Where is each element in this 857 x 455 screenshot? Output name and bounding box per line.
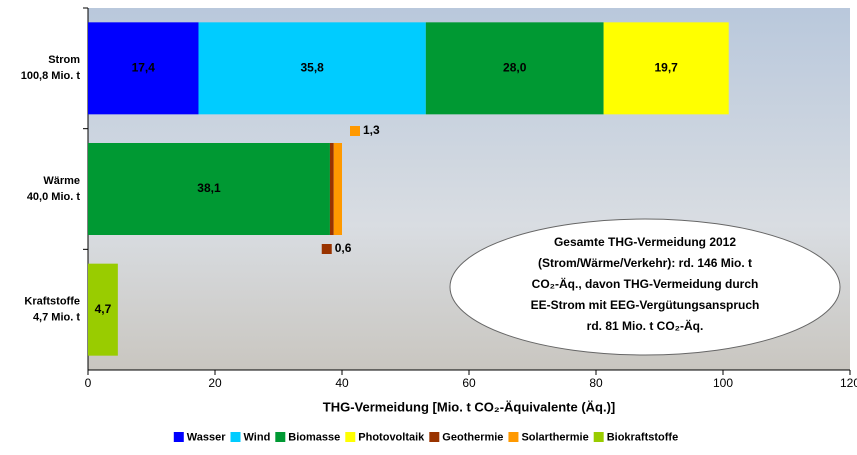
bar-segment [88, 143, 330, 235]
legend-swatch [508, 432, 519, 442]
legend-swatch [593, 432, 604, 442]
legend-label: Wasser [187, 431, 226, 443]
bar-segment [198, 22, 426, 115]
value-label: 4,7 [95, 302, 112, 316]
category-total: 40,0 Mio. t [27, 191, 81, 203]
x-tick-label: 20 [208, 376, 222, 390]
bar-segment [425, 22, 604, 115]
legend-swatch [429, 432, 440, 442]
legend-swatch [275, 432, 286, 442]
value-label: 19,7 [654, 61, 678, 75]
legend-swatch [173, 432, 184, 442]
annotation-text: CO₂-Äq., davon THG-Vermeidung durch [532, 276, 759, 291]
legend-label: Wind [244, 431, 271, 443]
value-label-marker [350, 126, 360, 136]
value-label: 0,6 [335, 241, 352, 255]
x-axis-label: THG-Vermeidung [Mio. t CO₂-Äquivalente (… [323, 399, 616, 414]
annotation-bubble [449, 218, 841, 356]
x-tick-label: 60 [462, 376, 476, 390]
value-label: 1,3 [363, 123, 380, 137]
value-label: 35,8 [300, 61, 324, 75]
x-tick-label: 0 [85, 376, 92, 390]
bar-segment [603, 22, 729, 115]
category-total: 4,7 Mio. t [33, 312, 80, 324]
legend-label: Photovoltaik [358, 431, 425, 443]
category-label: Strom [48, 54, 80, 66]
value-label: 17,4 [132, 61, 156, 75]
value-label: 28,0 [503, 61, 527, 75]
value-label: 38,1 [197, 181, 221, 195]
annotation-text: (Strom/Wärme/Verkehr): rd. 146 Mio. t [538, 256, 752, 270]
category-total: 100,8 Mio. t [21, 70, 81, 82]
bar-segment [88, 263, 118, 356]
legend-swatch [230, 432, 241, 442]
x-tick-label: 80 [589, 376, 603, 390]
annotation-text: Gesamte THG-Vermeidung 2012 [554, 235, 736, 249]
x-tick-label: 100 [713, 376, 733, 390]
category-label: Wärme [43, 175, 80, 187]
legend-label: Biomasse [288, 431, 340, 443]
x-tick-label: 40 [335, 376, 349, 390]
annotation-text: EE-Strom mit EEG-Vergütungsanspruch [531, 298, 760, 312]
bar-segment [333, 143, 342, 235]
legend-swatch [345, 432, 356, 442]
bar-segment [329, 143, 334, 235]
annotation-text: rd. 81 Mio. t CO₂-Äq. [587, 318, 704, 333]
x-tick-label: 120 [840, 376, 857, 390]
legend-label: Solarthermie [521, 431, 588, 443]
legend-label: Geothermie [442, 431, 503, 443]
bar-segment [88, 22, 199, 115]
value-label-marker [321, 244, 332, 254]
category-label: Kraftstoffe [24, 296, 80, 308]
legend-label: Biokraftstoffe [607, 431, 679, 443]
